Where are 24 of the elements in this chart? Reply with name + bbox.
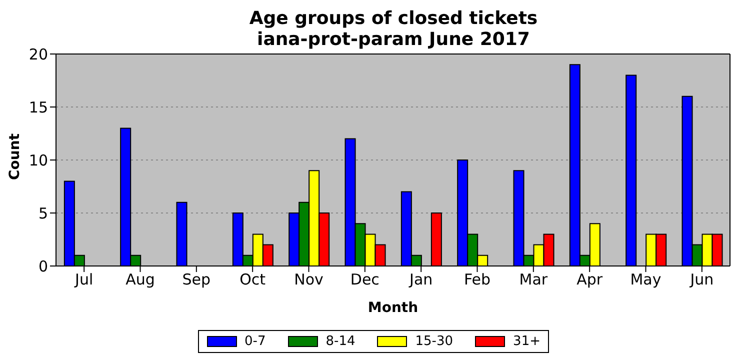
- x-tick-label: Sep: [182, 270, 211, 289]
- x-tick-label: Jan: [408, 270, 433, 289]
- x-tick-label: Jun: [689, 270, 714, 289]
- x-tick-label: Nov: [294, 270, 324, 289]
- x-tick-label: Mar: [519, 270, 548, 289]
- y-tick-label: 20: [28, 45, 48, 64]
- x-tick-label: Jul: [74, 270, 94, 289]
- legend-label: 8-14: [324, 334, 356, 349]
- x-tick-label: Apr: [576, 270, 604, 289]
- x-tick-label: May: [630, 270, 662, 289]
- x-tick-label: Feb: [464, 270, 491, 289]
- y-tick-label: 10: [28, 151, 48, 170]
- y-axis-title: Count: [6, 133, 23, 180]
- x-tick-label: Oct: [240, 270, 266, 289]
- legend-label: 0-7: [244, 334, 266, 349]
- y-tick-label: 0: [38, 257, 48, 276]
- x-tick-label: Dec: [350, 270, 380, 289]
- y-tick-label: 5: [38, 204, 48, 222]
- legend-label: 15-30: [414, 334, 454, 349]
- chart-title: Age groups of closed tickets iana-prot-param June 2017: [248, 8, 539, 50]
- y-tick-label: 15: [28, 98, 48, 116]
- x-tick-label: Aug: [126, 270, 155, 289]
- legend-label: 31+: [512, 334, 540, 349]
- x-axis-title: Month: [368, 300, 418, 316]
